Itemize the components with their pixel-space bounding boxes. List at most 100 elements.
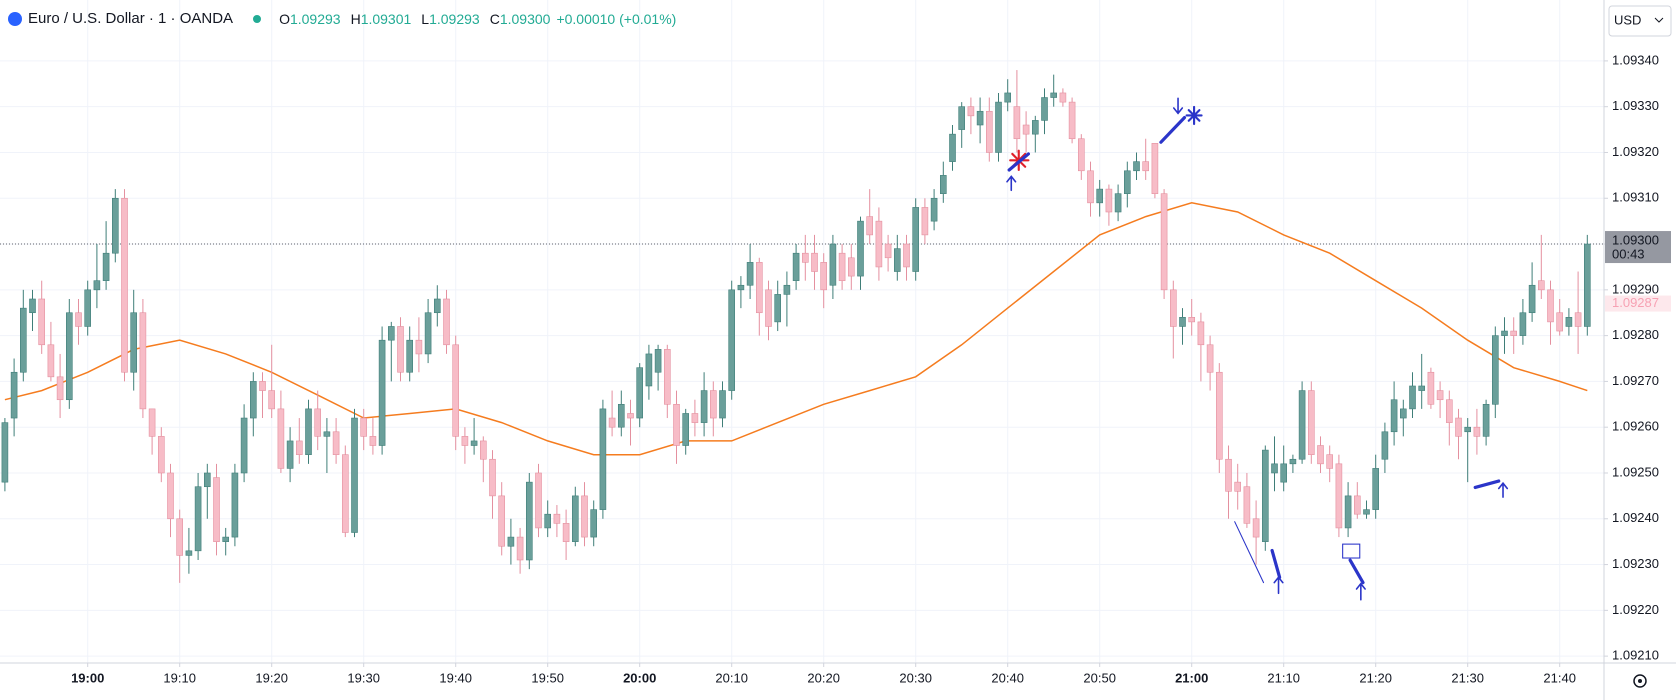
candle-body bbox=[433, 298, 441, 314]
candle-body bbox=[93, 280, 101, 291]
trend-line bbox=[1007, 152, 1030, 172]
candle-body bbox=[1308, 390, 1315, 455]
ohlc-value: 1.09293 bbox=[289, 10, 341, 27]
candle-body bbox=[1197, 321, 1205, 346]
candle-body bbox=[452, 344, 460, 437]
arrow-up bbox=[1497, 481, 1509, 498]
trend-line bbox=[1270, 548, 1282, 579]
y-tick-label: 1.09270 bbox=[1612, 373, 1659, 388]
candle-body bbox=[369, 436, 377, 446]
symbol-title: Euro / U.S. Dollar · 1 · OANDA bbox=[28, 10, 234, 27]
candle-body bbox=[10, 371, 18, 419]
candle-body bbox=[838, 252, 846, 281]
candle-body bbox=[240, 417, 248, 474]
x-tick-label: 21:00 bbox=[1175, 670, 1208, 685]
candle-body bbox=[443, 298, 450, 346]
candle-body bbox=[406, 339, 414, 373]
candle-body bbox=[1013, 106, 1021, 140]
candle-body bbox=[1252, 518, 1260, 538]
candle-body bbox=[590, 509, 598, 538]
candle-body bbox=[112, 197, 119, 254]
candle-body bbox=[84, 289, 91, 327]
y-tick-label: 1.09280 bbox=[1612, 327, 1659, 342]
candle-body bbox=[553, 513, 561, 524]
candle-body bbox=[930, 197, 938, 222]
candle-body bbox=[213, 477, 220, 542]
candle-body bbox=[1243, 486, 1251, 524]
y-tick-label: 1.09230 bbox=[1612, 556, 1659, 571]
candle-body bbox=[525, 481, 533, 561]
candle-body bbox=[1547, 289, 1554, 323]
candle-body bbox=[1206, 344, 1214, 373]
candle-body bbox=[903, 243, 910, 268]
candle-body bbox=[1363, 509, 1370, 515]
ohlc-value: 1.09293 bbox=[429, 10, 480, 27]
candle-body bbox=[1556, 312, 1563, 332]
currency-button[interactable] bbox=[1608, 5, 1672, 37]
candle-body bbox=[47, 344, 55, 378]
candle-body bbox=[719, 390, 726, 419]
candle-body bbox=[682, 413, 690, 446]
candle-body bbox=[608, 417, 616, 428]
candle-body bbox=[1050, 92, 1057, 98]
candle-body bbox=[323, 431, 331, 437]
price-tag-timer: 00:43 bbox=[1612, 246, 1645, 261]
candle-body bbox=[829, 243, 837, 286]
x-tick-label: 19:40 bbox=[439, 670, 472, 685]
currency: USD bbox=[1614, 12, 1641, 27]
trend-line bbox=[1234, 521, 1265, 584]
candle-body bbox=[1400, 408, 1407, 419]
candle-body bbox=[746, 262, 754, 286]
moving-average bbox=[4, 202, 1588, 456]
y-tick-label: 1.09260 bbox=[1612, 419, 1659, 434]
y-tick-label: 1.09210 bbox=[1612, 648, 1659, 663]
candle-body bbox=[121, 197, 128, 373]
candles bbox=[1, 70, 1591, 583]
candle-body bbox=[1289, 458, 1297, 465]
candle-body bbox=[259, 381, 266, 391]
candle-body bbox=[489, 458, 496, 497]
candle-body bbox=[139, 312, 147, 410]
candle-body bbox=[1501, 330, 1508, 336]
candle-body bbox=[1584, 243, 1591, 327]
candle-body bbox=[949, 133, 956, 162]
candle-body bbox=[341, 454, 349, 533]
ohlc-item: L1.09293 bbox=[421, 11, 479, 27]
candle-body bbox=[286, 440, 294, 469]
candle-body bbox=[709, 390, 717, 419]
candle-body bbox=[1519, 312, 1527, 336]
settings-icon[interactable] bbox=[1633, 674, 1647, 688]
candle-body bbox=[1528, 284, 1536, 314]
candle-body bbox=[397, 326, 404, 373]
candle-body bbox=[1059, 92, 1067, 103]
candle-body bbox=[387, 326, 395, 341]
candle-body bbox=[1390, 399, 1398, 433]
settings-icon-dot bbox=[1638, 679, 1642, 683]
candle-body bbox=[1170, 289, 1177, 327]
x-tick-label: 19:20 bbox=[255, 670, 288, 685]
candle-body bbox=[884, 243, 892, 259]
price-tag-label: 1.09300 bbox=[1612, 232, 1659, 247]
candle-body bbox=[1124, 170, 1131, 194]
candle-body bbox=[1492, 335, 1499, 405]
trend-line bbox=[1473, 479, 1501, 490]
x-tick-label: 20:20 bbox=[807, 670, 840, 685]
candle-body bbox=[654, 349, 662, 373]
candle-body bbox=[847, 257, 855, 277]
market-status bbox=[253, 14, 262, 23]
candle-body bbox=[765, 289, 772, 327]
ohlc-key: O bbox=[279, 10, 290, 27]
candle-body bbox=[912, 207, 920, 272]
y-tick-label: 1.09310 bbox=[1612, 190, 1659, 205]
candle-body bbox=[498, 495, 506, 547]
arrow-up bbox=[1355, 582, 1366, 601]
y-tick-label: 1.09330 bbox=[1612, 98, 1659, 113]
candle-body bbox=[332, 431, 340, 455]
candle-body bbox=[1041, 97, 1048, 121]
ma-layer bbox=[4, 202, 1588, 456]
candle-body bbox=[194, 486, 202, 552]
y-tick-label: 1.09250 bbox=[1612, 464, 1659, 479]
candle-body bbox=[167, 472, 174, 520]
blue-star bbox=[1185, 105, 1203, 126]
